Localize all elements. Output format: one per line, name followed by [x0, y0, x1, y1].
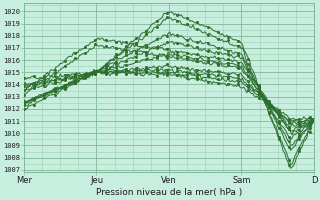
X-axis label: Pression niveau de la mer( hPa ): Pression niveau de la mer( hPa )	[96, 188, 242, 197]
